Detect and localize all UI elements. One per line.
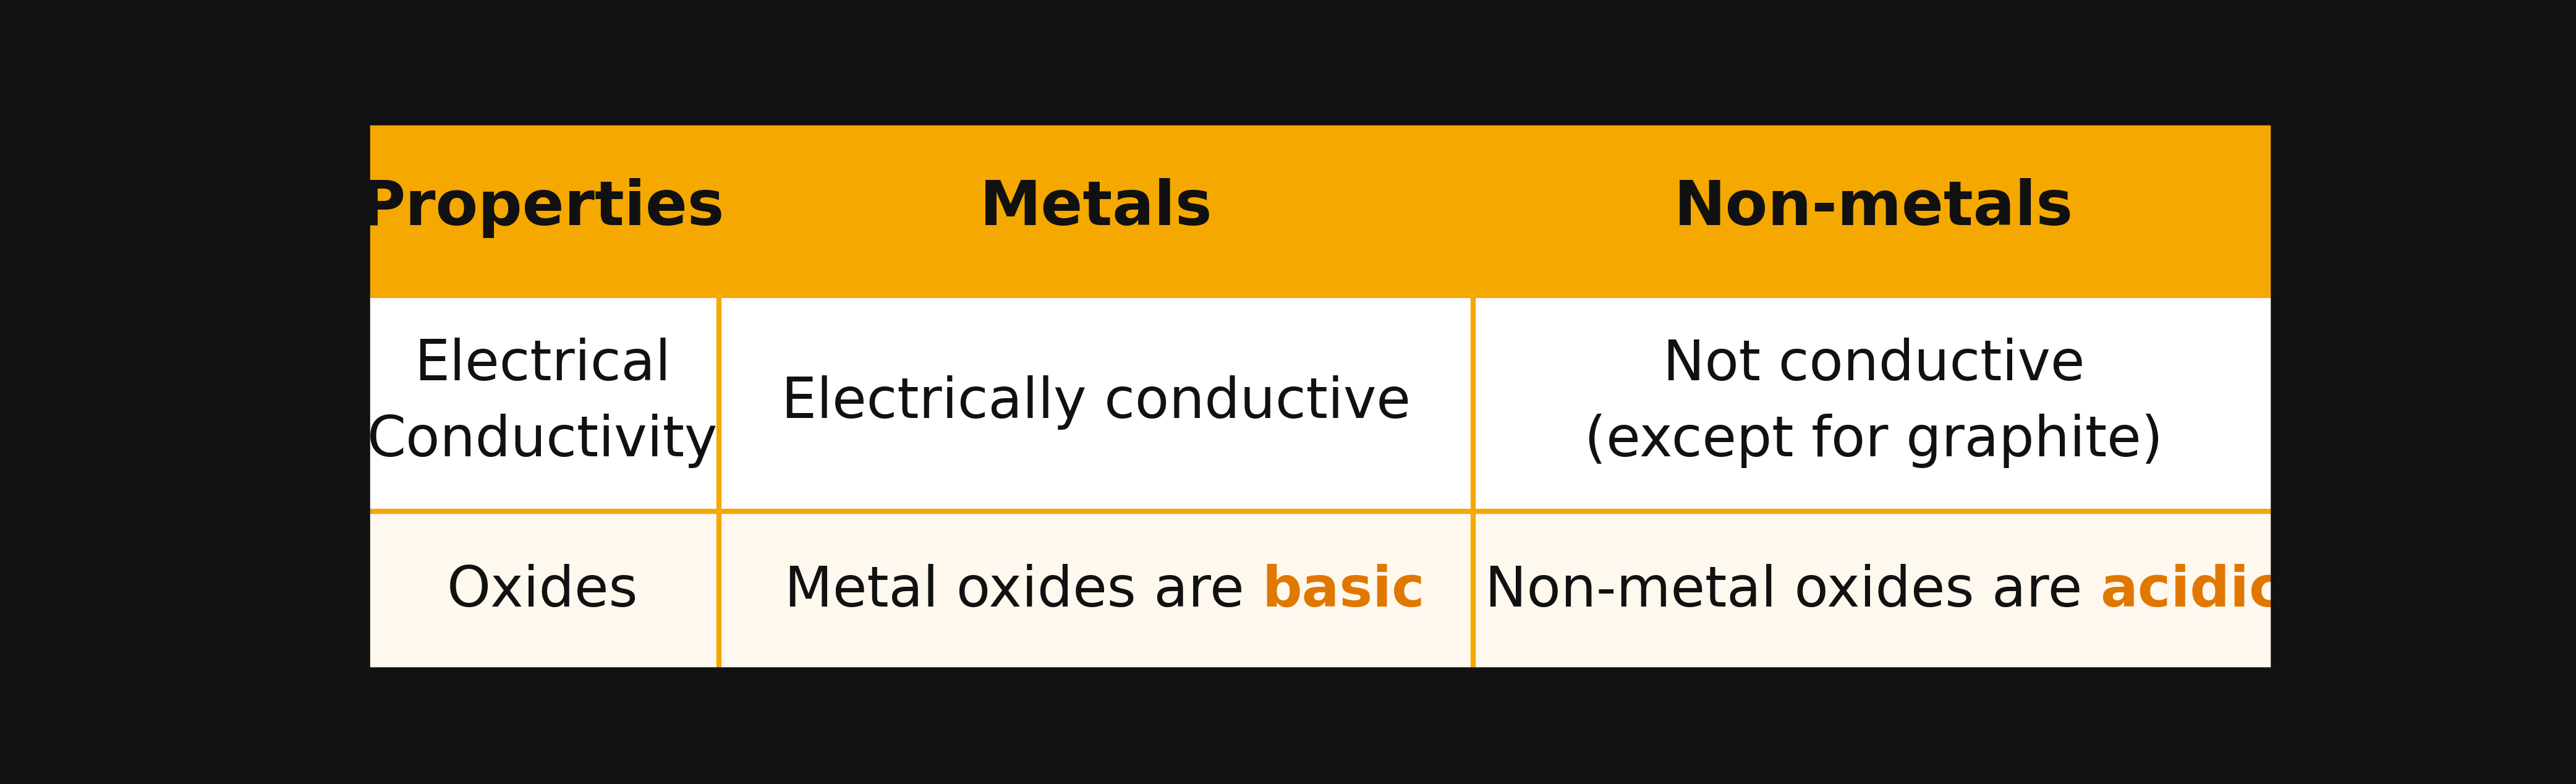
Text: Metal oxides are: Metal oxides are	[786, 564, 1262, 618]
Bar	[366, 511, 2275, 670]
Text: Oxides: Oxides	[446, 564, 639, 618]
Text: Non-metals: Non-metals	[1674, 178, 2074, 238]
Text: Not conductive
(except for graphite): Not conductive (except for graphite)	[1584, 338, 2164, 468]
Bar	[366, 122, 2275, 294]
Text: acidic: acidic	[2099, 564, 2282, 618]
Text: Electrical
Conductivity: Electrical Conductivity	[368, 338, 719, 468]
Text: basic: basic	[1262, 564, 1425, 618]
Text: Electrically conductive: Electrically conductive	[781, 376, 1412, 430]
Bar	[366, 294, 2275, 511]
Text: Non-metal oxides are: Non-metal oxides are	[1486, 564, 2099, 618]
Text: Metals: Metals	[979, 178, 1213, 238]
Text: Properties: Properties	[361, 178, 724, 238]
